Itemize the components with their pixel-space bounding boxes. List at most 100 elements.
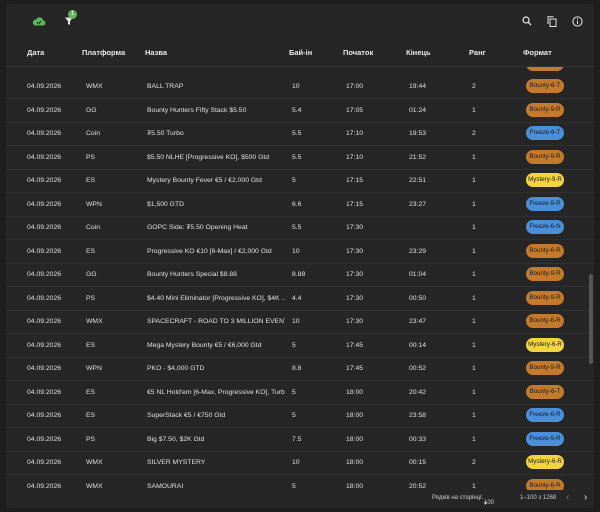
cell-start: 18:00	[346, 435, 364, 443]
cell-buyin: 5	[292, 412, 296, 419]
table-row[interactable]: 04.09.2026 ES €5 NL Hold'em [6-Max, Progre…	[6, 381, 594, 405]
app-frame: 1 Дата Платформа Назва Бай-ін Початок	[6, 4, 594, 508]
cell-rank: 1	[472, 365, 476, 372]
cell-buyin: 8.8	[292, 365, 302, 372]
table-row[interactable]: 04.09.2026 WPN PKO - $4,000 GTD 8.8 17:45 00:…	[6, 357, 594, 381]
column-header-platform[interactable]: Платформа	[82, 48, 126, 57]
cell-start: 18:00	[346, 412, 364, 419]
column-header-date[interactable]: Дата	[27, 48, 45, 57]
column-header-buyin[interactable]: Бай-ін	[289, 48, 313, 57]
prev-page-icon[interactable]: ‹	[566, 492, 570, 503]
cell-start: 17:45	[346, 341, 364, 349]
table-row[interactable]: 04.09.2026 PS Big $7.50, $2K Gtd 7.5 18:00 00…	[6, 428, 594, 452]
cell-name: $4.40 Mini Eliminator [Progressive KO], …	[147, 294, 285, 302]
filter-icon[interactable]	[60, 12, 78, 30]
table-row[interactable]: 04.09.2026 GG Bounty Hunters Fifty Stack $…	[6, 99, 594, 123]
column-header-format[interactable]: Формат	[523, 48, 552, 57]
table-row[interactable]: 04.09.2026 WMX SAMOURAI 5 18:00 20:52 1 Bounty-…	[6, 475, 594, 490]
scrollbar-thumb[interactable]	[589, 274, 593, 364]
cell-name: $1,500 GTD	[147, 200, 185, 208]
column-header-end[interactable]: Кінець	[406, 48, 431, 57]
cell-platform: GG	[86, 106, 97, 114]
next-page-icon[interactable]: ›	[584, 492, 588, 503]
cell-date: 04.09.2026	[27, 341, 62, 349]
cell-buyin: 5.4	[292, 106, 302, 114]
cell-end: 23:47	[409, 318, 427, 325]
table-row[interactable]: 04.09.2026 Coin GOPC Side: ₮5.50 Opening H…	[6, 216, 594, 240]
cell-rank: 1	[472, 177, 476, 184]
cell-end: 20:42	[409, 388, 427, 396]
cell-rank: 1	[472, 271, 476, 278]
search-icon[interactable]	[518, 12, 536, 30]
cell-start: 17:00	[346, 83, 364, 90]
cell-rank: 1	[472, 200, 476, 208]
table-row[interactable]: 04.09.2026 WPN $1,500 GTD 6.6 17:15 23:27 1 Fre…	[6, 193, 594, 217]
chevron-down-icon: ▾	[484, 501, 488, 507]
cell-platform: Coin	[86, 130, 100, 137]
cell-name: PKO - $4,000 GTD	[147, 365, 205, 372]
cell-end: 20:52	[409, 482, 427, 490]
cell-date: 04.09.2026	[27, 224, 62, 231]
cell-date: 04.09.2026	[27, 435, 62, 443]
scrollbar[interactable]	[588, 66, 594, 490]
cell-end: 00:15	[409, 459, 427, 466]
cell-rank: 1	[472, 412, 476, 419]
column-header-start[interactable]: Початок	[343, 48, 374, 57]
cell-date: 04.09.2026	[27, 294, 62, 302]
cell-buyin: 5.5	[292, 224, 302, 231]
column-header-rank[interactable]: Ранг	[469, 48, 486, 57]
cell-end: 00:50	[409, 294, 427, 302]
table-row[interactable]: 04.09.2026 WMX BALL TRAP 10 17:00 19:44 2 Bount…	[6, 75, 594, 99]
cell-date: 04.09.2026	[27, 130, 62, 137]
cell-name: SAMOURAI	[147, 482, 184, 490]
table-row[interactable]: 04.09.2026 WMX SPACECRAFT - ROAD TO 3 MILL…	[6, 310, 594, 334]
table-row[interactable]: 04.09.2026 ES Mystery Bounty Fever €5 / €2…	[6, 169, 594, 193]
format-badge: Bounty-9-R	[526, 290, 564, 305]
table-row[interactable]: 04.09.2026 PS $4.40 Mini Eliminator [Progr…	[6, 287, 594, 311]
cell-buyin: 7.5	[292, 435, 302, 443]
cell-date: 04.09.2026	[27, 153, 62, 161]
cell-buyin: 5	[292, 482, 296, 490]
info-icon[interactable]	[568, 12, 586, 30]
cell-date: 04.09.2026	[27, 459, 62, 466]
cloud-sync-icon[interactable]	[30, 12, 48, 30]
cell-date: 04.09.2026	[27, 318, 62, 325]
format-badge: Bounty-6-R	[526, 478, 564, 490]
table-row[interactable]: 04.09.2026 Coin ₮5.50 Turbo 5.5 17:10 19:53 2 F…	[6, 122, 594, 146]
cell-date: 04.09.2026	[27, 271, 62, 278]
format-badge: Freeze-6-N	[526, 220, 564, 234]
cell-date: 04.09.2026	[27, 388, 62, 396]
table-row[interactable]: 04.09.2026 PS $5.50 NLHE [Progressive KO],…	[6, 146, 594, 170]
cell-start: 18:00	[346, 482, 364, 490]
cell-date: 04.09.2026	[27, 365, 62, 372]
table-row[interactable]: 04.09.2026 GG Bounty Hunters Special $8.88…	[6, 263, 594, 287]
column-header-name[interactable]: Назва	[145, 48, 168, 57]
cell-name: Big $7.50, $2K Gtd	[147, 435, 205, 443]
cell-buyin: 10	[292, 247, 300, 255]
table-row[interactable]: 04.09.2026 ES SuperStack €5 / €750 Gtd 5 18:…	[6, 404, 594, 428]
cell-platform: PS	[86, 294, 96, 302]
cell-end: 23:29	[409, 247, 427, 255]
cell-platform: Coin	[86, 224, 100, 231]
cell-rank: 2	[472, 83, 476, 90]
cell-platform: ES	[86, 341, 96, 349]
cell-name: GOPC Side: ₮5.50 Opening Heat	[147, 224, 248, 231]
table-row[interactable]: 04.09.2026 ES Progressive KO €10 [6-Max] /…	[6, 240, 594, 264]
copy-icon[interactable]	[543, 12, 561, 30]
table-row[interactable]: 04.09.2026 ES Mega Mystery Bounty €5 / €6,…	[6, 334, 594, 358]
table-row[interactable]: 04.09.2026 WMX SILVER MYSTERY 10 18:00 00:15 2…	[6, 451, 594, 475]
cell-rank: 1	[472, 294, 476, 302]
cell-rank: 1	[472, 388, 476, 396]
cell-start: 17:30	[346, 224, 364, 231]
cell-start: 17:30	[346, 247, 364, 255]
cell-start: 18:00	[346, 459, 364, 466]
format-badge: Freeze-6-T	[526, 126, 564, 140]
cell-buyin: 8.88	[292, 271, 306, 278]
cell-platform: ES	[86, 412, 96, 419]
cell-rank: 1	[472, 435, 476, 443]
cell-buyin: 5.5	[292, 153, 302, 161]
cell-buyin: 6.6	[292, 200, 302, 208]
format-badge: Bounty-9-R	[526, 361, 564, 375]
format-badge: Mystery-9-R	[526, 173, 564, 187]
cell-buyin: 5	[292, 388, 296, 396]
